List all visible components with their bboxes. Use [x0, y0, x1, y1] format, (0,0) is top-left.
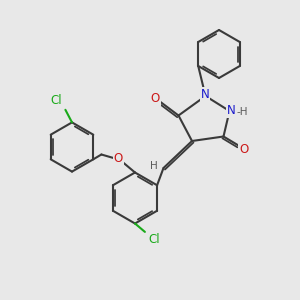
Text: O: O [114, 152, 123, 165]
Text: Cl: Cl [51, 94, 62, 107]
Text: H: H [150, 160, 158, 171]
Text: N: N [226, 104, 236, 118]
Text: N: N [200, 88, 209, 101]
Text: -H: -H [236, 107, 248, 117]
Text: O: O [239, 142, 248, 156]
Text: Cl: Cl [149, 233, 160, 246]
Text: O: O [151, 92, 160, 105]
